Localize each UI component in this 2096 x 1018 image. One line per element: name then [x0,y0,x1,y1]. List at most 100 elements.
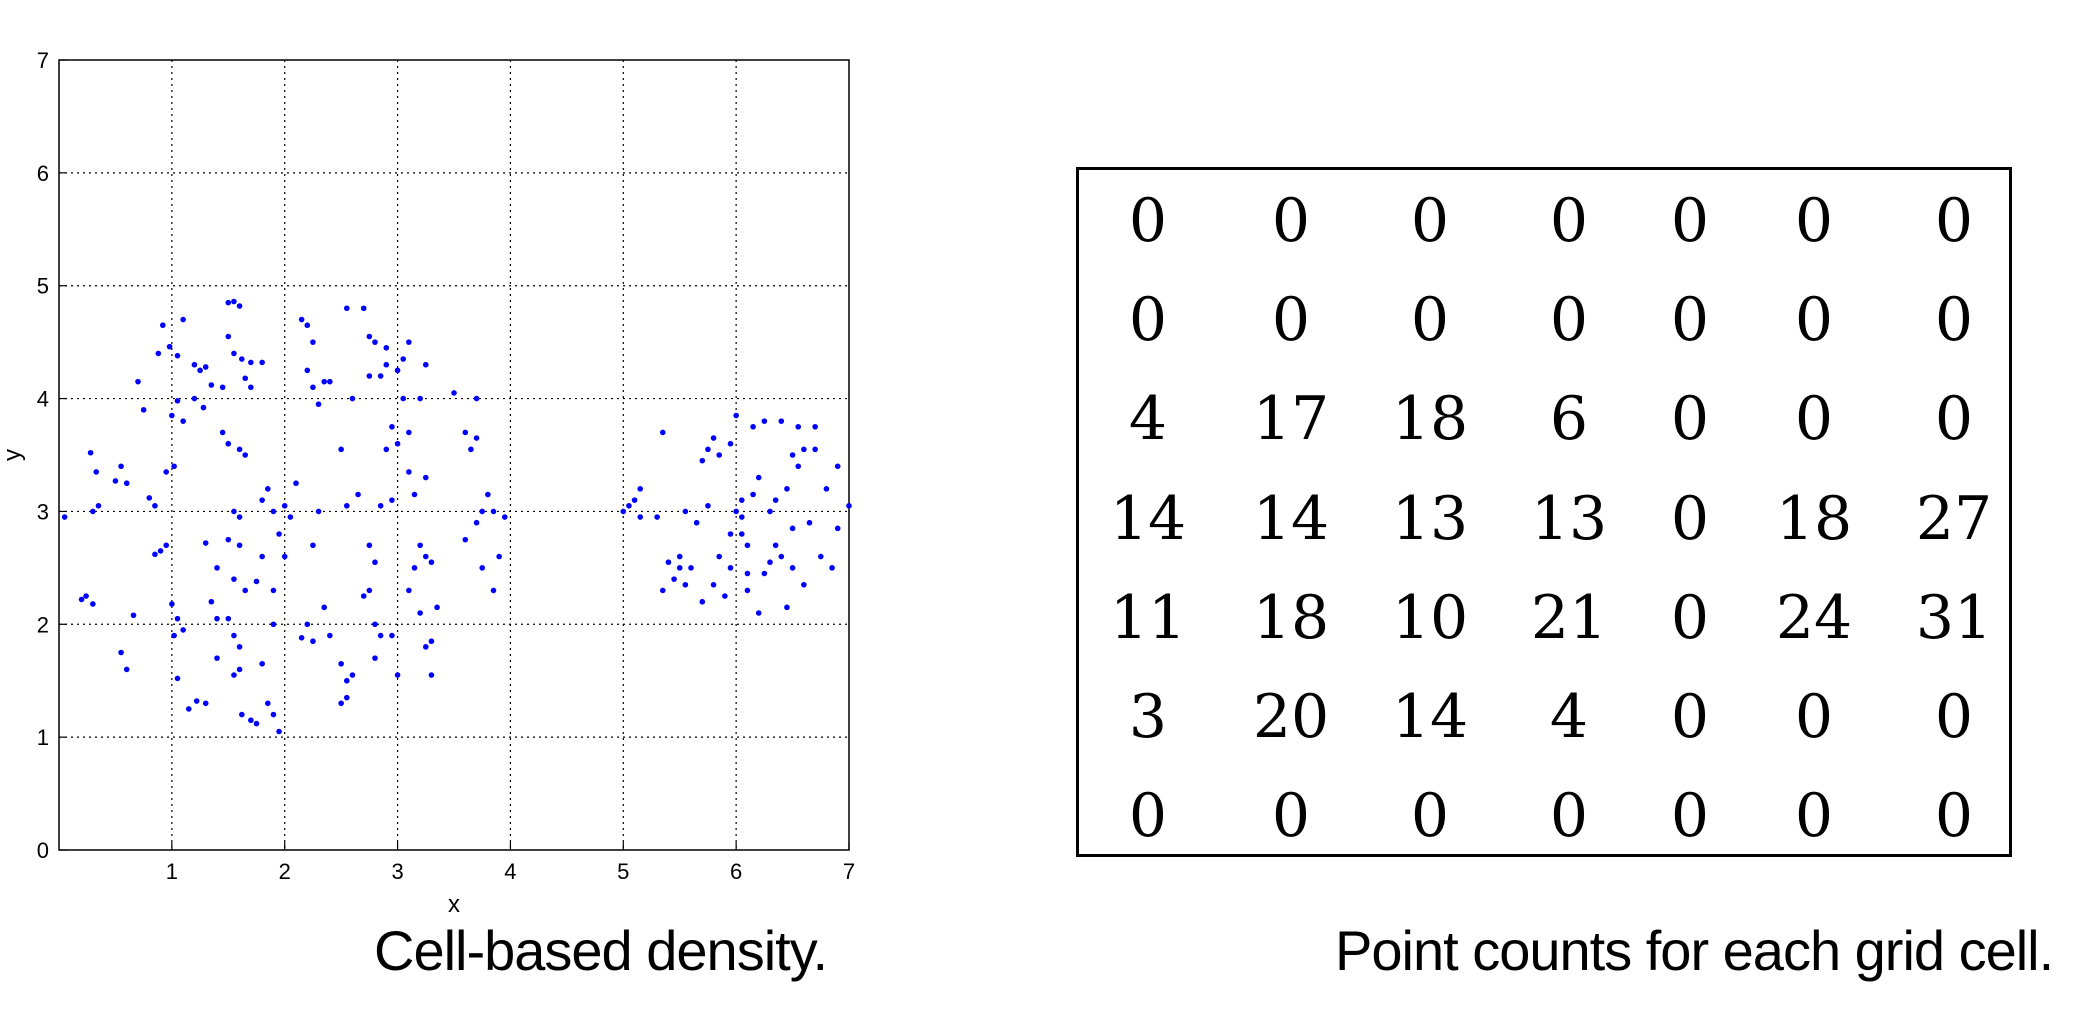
scatter-point [349,672,356,678]
scatter-point [93,469,100,475]
scatter-point [214,615,220,622]
scatter-point [400,395,407,402]
scatter-point [171,463,177,470]
count-cell: 0 [1794,285,1834,355]
data-points [61,298,852,735]
scatter-point [473,395,480,402]
scatter-point [259,660,265,667]
scatter-point [118,649,124,656]
scatter-point [360,305,367,312]
y-tick-labels: 0 1 2 3 4 5 6 7 [37,48,49,863]
count-cell: 0 [1670,384,1710,454]
scatter-point [231,350,237,357]
x-tick-label: 3 [391,859,403,884]
scatter-point [834,463,841,470]
scatter-point [411,565,418,571]
scatter-point [784,604,790,611]
scatter-point [654,514,660,520]
scatter-point [682,581,689,588]
scatter-point [185,706,192,712]
scatter-point [239,356,245,362]
scatter-point [372,339,378,345]
scatter-point [163,469,170,475]
scatter-point [468,446,474,453]
scatter-point [417,395,423,402]
count-cell: 0 [1794,682,1834,752]
scatter-point [761,418,768,424]
scatter-point [383,361,390,368]
scatter-point [236,644,243,650]
scatter-point [327,632,333,639]
scatter-point [180,418,186,424]
scatter-point [248,717,254,724]
count-cell: 3 [1128,682,1168,752]
scatter-point [744,570,751,577]
count-cell: 0 [1549,186,1589,256]
y-axis-label: y [0,449,26,461]
scatter-point [795,463,802,470]
scatter-point [171,632,177,639]
scatter-point [338,660,344,667]
scatter-point [208,382,215,388]
scatter-point [310,384,316,391]
scatter-point [417,610,423,616]
scatter-point [202,700,209,707]
count-cell: 0 [1934,285,1974,355]
scatter-point [372,559,378,566]
scatter-point [772,542,779,549]
count-cell: 0 [1549,285,1589,355]
scatter-point [637,514,644,520]
y-tick-label: 1 [37,725,49,750]
scatter-point [174,615,181,622]
count-cell: 18 [1391,384,1469,454]
scatter-point [710,435,717,441]
scatter-point [366,373,373,379]
scatter-point [473,435,480,441]
count-cell: 0 [1128,781,1168,851]
scatter-point [733,412,739,419]
scatter-point [310,638,316,645]
scatter-point [462,536,469,543]
count-cell: 0 [1670,484,1710,554]
scatter-point [801,446,807,453]
tick-marks [59,59,850,851]
scatter-plot: 1 2 3 4 5 6 7 0 1 2 3 4 5 6 7 x y [0,48,855,918]
scatter-point [428,559,435,566]
scatter-point [61,514,68,520]
x-tick-label: 2 [279,859,291,884]
count-cell: 4 [1549,682,1589,752]
scatter-point [812,423,818,430]
scatter-point [315,401,322,408]
x-tick-label: 6 [730,859,742,884]
scatter-point [270,587,277,594]
scatter-point [727,440,734,447]
scatter-point [496,553,502,560]
scatter-point [377,373,384,379]
count-cell: 0 [1670,583,1710,653]
scatter-point [434,604,440,611]
count-cell: 20 [1252,682,1330,752]
scatter-point [281,553,288,560]
scatter-point [343,502,350,509]
scatter-point [406,429,412,436]
scatter-point [389,497,395,503]
scatter-point [778,418,785,424]
grid-lines [59,60,849,850]
scatter-point [784,486,790,492]
scatter-point [236,542,243,549]
scatter-point [123,480,130,487]
x-tick-label: 4 [504,859,516,884]
scatter-point [366,333,373,340]
scatter-point [727,531,734,537]
scatter-point [394,672,401,678]
scatter-point [157,548,164,554]
count-cell: 0 [1549,781,1589,851]
scatter-point [355,491,361,498]
y-tick-label: 5 [37,274,49,299]
scatter-point [806,519,813,526]
scatter-point [422,474,429,481]
count-cell: 18 [1775,484,1853,554]
scatter-point [304,621,311,628]
scatter-point [338,700,344,707]
count-cell: 18 [1252,583,1330,653]
